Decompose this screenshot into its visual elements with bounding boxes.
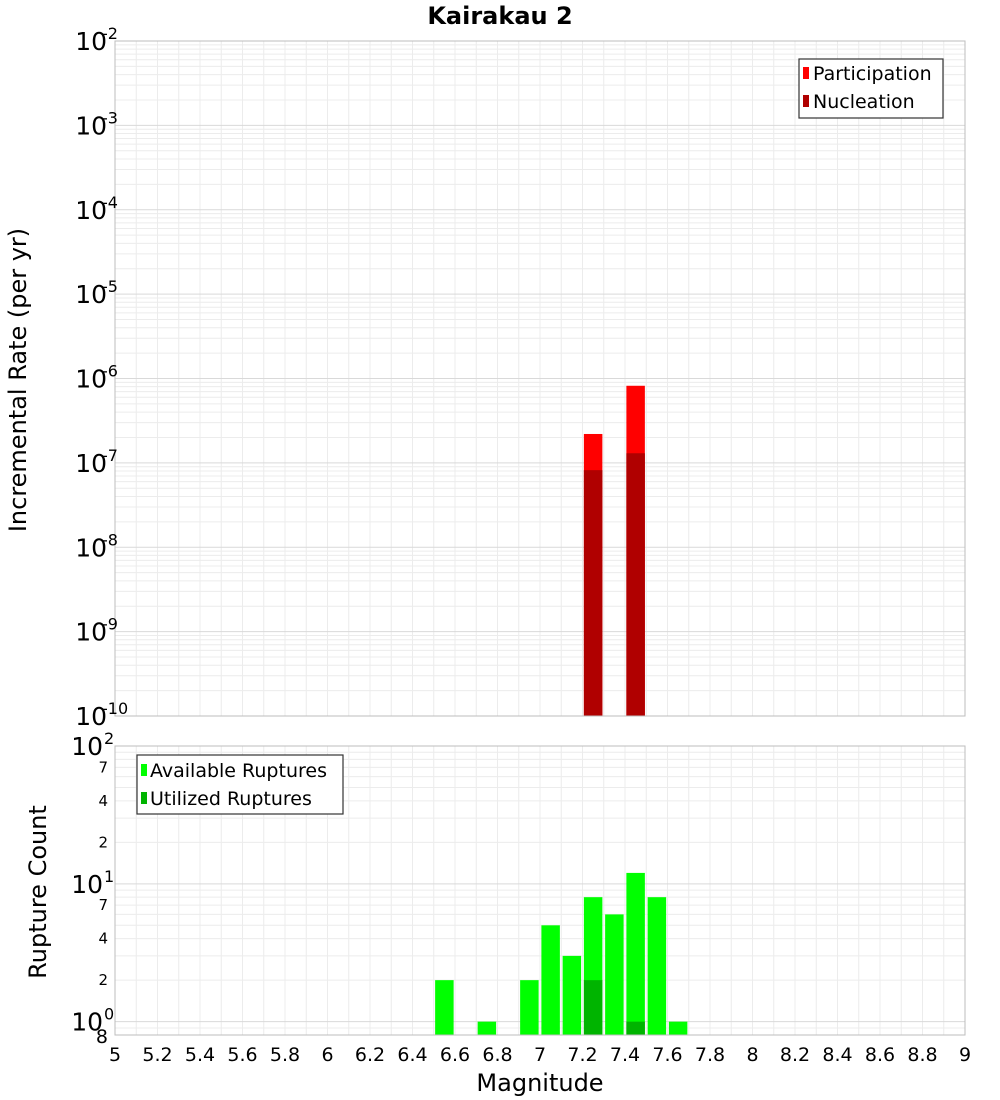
y-tick-exponent-bottom: 1 bbox=[104, 867, 114, 886]
chart-title: Kairakau 2 bbox=[427, 2, 572, 30]
x-tick-label: 8.2 bbox=[780, 1044, 810, 1066]
legend-swatch-nucleation bbox=[803, 95, 809, 107]
grid-layer bbox=[115, 41, 965, 1036]
y-tick-label-bottom: 4 bbox=[98, 930, 108, 948]
y-tick-label-top: 10 bbox=[75, 111, 107, 140]
x-tick-label: 5.4 bbox=[185, 1044, 215, 1066]
x-tick-label: 8.4 bbox=[822, 1044, 852, 1066]
y-tick-exponent-top: -6 bbox=[102, 362, 118, 381]
top-legend: Participation Nucleation bbox=[798, 58, 944, 119]
bar-available-ruptures bbox=[520, 980, 539, 1035]
bar-available-ruptures bbox=[668, 1021, 688, 1035]
y-tick-label-top: 10 bbox=[75, 702, 107, 731]
legend-swatch-utilized-ruptures bbox=[141, 792, 147, 804]
y-tick-label-bottom: 10 bbox=[71, 732, 103, 761]
bar-available-ruptures bbox=[435, 980, 454, 1035]
x-tick-label: 6 bbox=[321, 1044, 333, 1066]
x-tick-label: 8.8 bbox=[907, 1044, 937, 1066]
x-tick-labels: 5 5.2 5.4 5.6 5.8 6 6.2 6.4 6.6 6.8 7 7.2 7.4 7.6 7.8 8… bbox=[109, 1044, 971, 1066]
legend-swatch-participation bbox=[803, 67, 809, 79]
x-tick-label: 7 bbox=[534, 1044, 546, 1066]
y-tick-label-bottom: 10 bbox=[71, 870, 103, 899]
y-tick-exponent-top: -10 bbox=[102, 699, 128, 718]
bar-available-ruptures bbox=[626, 872, 645, 1035]
legend-label-available-ruptures: Available Ruptures bbox=[150, 760, 327, 782]
legend-label-participation: Participation bbox=[813, 63, 932, 85]
legend-label-nucleation: Nucleation bbox=[813, 91, 915, 113]
bar-available-ruptures bbox=[477, 1021, 497, 1035]
y-tick-exponent-bottom: 0 bbox=[104, 1005, 114, 1024]
y-tick-label-top: 10 bbox=[75, 27, 107, 56]
y-tick-label-bottom: 10 bbox=[71, 1008, 103, 1037]
x-tick-label: 7.4 bbox=[610, 1044, 640, 1066]
bar-available-ruptures bbox=[647, 897, 667, 1035]
x-tick-label: 6.8 bbox=[482, 1044, 512, 1066]
bars-layer bbox=[435, 385, 688, 1035]
bar-nucleation bbox=[626, 453, 645, 716]
y-tick-exponent-top: -4 bbox=[102, 193, 118, 212]
y-tick-label-bottom: 2 bbox=[98, 971, 108, 989]
y-tick-label-top: 10 bbox=[75, 618, 107, 647]
top-legend-box bbox=[798, 58, 944, 119]
y-tick-label-bottom: 2 bbox=[98, 833, 108, 851]
bottom-plot-frame bbox=[114, 745, 966, 1036]
bottom-y-axis-label: Rupture Count bbox=[24, 805, 52, 979]
bar-available-ruptures bbox=[541, 925, 560, 1035]
y-tick-exponent-top: -2 bbox=[102, 24, 118, 43]
y-tick-label-bottom: 7 bbox=[98, 758, 108, 776]
x-tick-label: 9 bbox=[959, 1044, 971, 1066]
x-tick-label: 7.2 bbox=[567, 1044, 597, 1066]
x-tick-label: 8.6 bbox=[865, 1044, 895, 1066]
y-tick-label-top: 10 bbox=[75, 365, 107, 394]
y-tick-label-top: 10 bbox=[75, 449, 107, 478]
x-tick-label: 5 bbox=[109, 1044, 121, 1066]
bar-nucleation bbox=[583, 470, 603, 716]
x-tick-label: 8 bbox=[746, 1044, 758, 1066]
bottom-legend: Available Ruptures Utilized Ruptures bbox=[136, 754, 344, 815]
bar-utilized-ruptures bbox=[583, 980, 603, 1035]
y-tick-label-top: 10 bbox=[75, 196, 107, 225]
x-tick-label: 7.8 bbox=[695, 1044, 725, 1066]
x-tick-label: 5.6 bbox=[227, 1044, 257, 1066]
bar-available-ruptures bbox=[605, 914, 624, 1035]
y-tick-exponent-top: -7 bbox=[102, 446, 118, 465]
y-tick-exponent-top: -9 bbox=[102, 615, 118, 634]
y-tick-label-top: 10 bbox=[75, 280, 107, 309]
x-tick-label: 5.8 bbox=[270, 1044, 300, 1066]
x-axis-label: Magnitude bbox=[476, 1069, 603, 1097]
top-y-tick-labels: 10-210-310-410-510-610-710-810-910-10 bbox=[75, 24, 128, 731]
y-tick-exponent-top: -5 bbox=[102, 277, 118, 296]
top-plot-frame bbox=[114, 40, 966, 717]
y-tick-label-bottom: 7 bbox=[98, 896, 108, 914]
legend-label-utilized-ruptures: Utilized Ruptures bbox=[150, 788, 312, 810]
bar-available-ruptures bbox=[562, 955, 582, 1035]
y-tick-label-bottom: 4 bbox=[98, 792, 108, 810]
x-tick-label: 6.6 bbox=[440, 1044, 470, 1066]
x-tick-label: 6.2 bbox=[355, 1044, 385, 1066]
x-tick-label: 6.4 bbox=[397, 1044, 427, 1066]
y-tick-label-top: 10 bbox=[75, 533, 107, 562]
y-tick-exponent-top: -8 bbox=[102, 530, 118, 549]
bar-utilized-ruptures bbox=[626, 1021, 645, 1035]
legend-swatch-available-ruptures bbox=[141, 764, 147, 776]
x-tick-label: 7.6 bbox=[652, 1044, 682, 1066]
top-y-axis-label: Incremental Rate (per yr) bbox=[4, 228, 32, 532]
bottom-legend-box bbox=[136, 754, 344, 815]
x-tick-label: 5.2 bbox=[142, 1044, 172, 1066]
y-tick-exponent-bottom: 2 bbox=[104, 729, 114, 748]
y-tick-exponent-top: -3 bbox=[102, 108, 118, 127]
y-tick-label-bottom: 8 bbox=[96, 1026, 108, 1048]
